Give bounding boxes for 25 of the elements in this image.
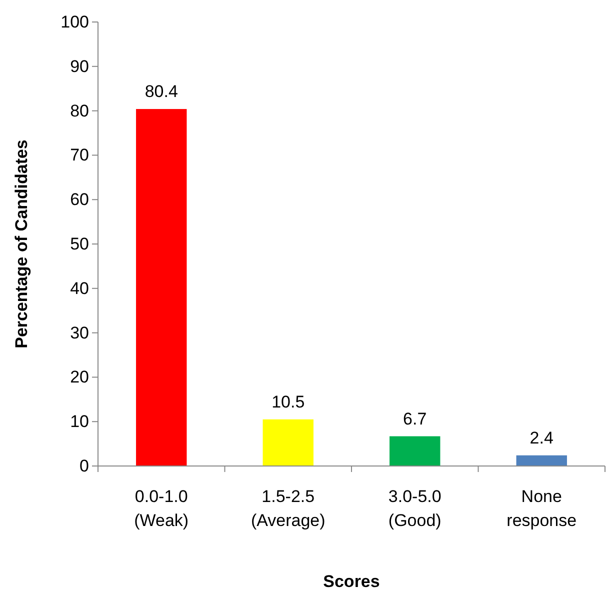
- data-label: 10.5: [272, 392, 305, 412]
- x-tick-label: 1.5-2.5 (Average): [250, 487, 326, 530]
- x-tick-label: None response: [506, 487, 577, 530]
- x-axis-title: Scores: [323, 572, 380, 591]
- y-tick-label: 100: [60, 12, 89, 32]
- y-tick-label: 70: [70, 146, 89, 165]
- bar: [136, 109, 187, 466]
- y-tick-label: 50: [70, 234, 89, 254]
- bar: [516, 455, 567, 466]
- x-tick-label: 3.0-5.0 (Good): [388, 487, 442, 530]
- y-tick-label: 10: [70, 412, 89, 432]
- y-axis-title: Percentage of Candidates: [12, 140, 31, 348]
- y-tick-label: 40: [70, 278, 89, 298]
- data-label: 2.4: [530, 428, 554, 448]
- data-label: 6.7: [403, 409, 427, 428]
- x-tick-label: 0.0-1.0 (Weak): [134, 487, 189, 530]
- data-label: 80.4: [144, 82, 178, 102]
- bar: [390, 436, 440, 466]
- y-tick-label: 60: [70, 190, 89, 210]
- y-tick-label: 80: [70, 101, 89, 120]
- y-tick-label: 20: [70, 368, 89, 387]
- y-tick-label: 0: [80, 456, 89, 476]
- y-tick-label: 90: [70, 56, 89, 76]
- y-tick-label: 30: [70, 323, 89, 342]
- bar: [262, 419, 314, 466]
